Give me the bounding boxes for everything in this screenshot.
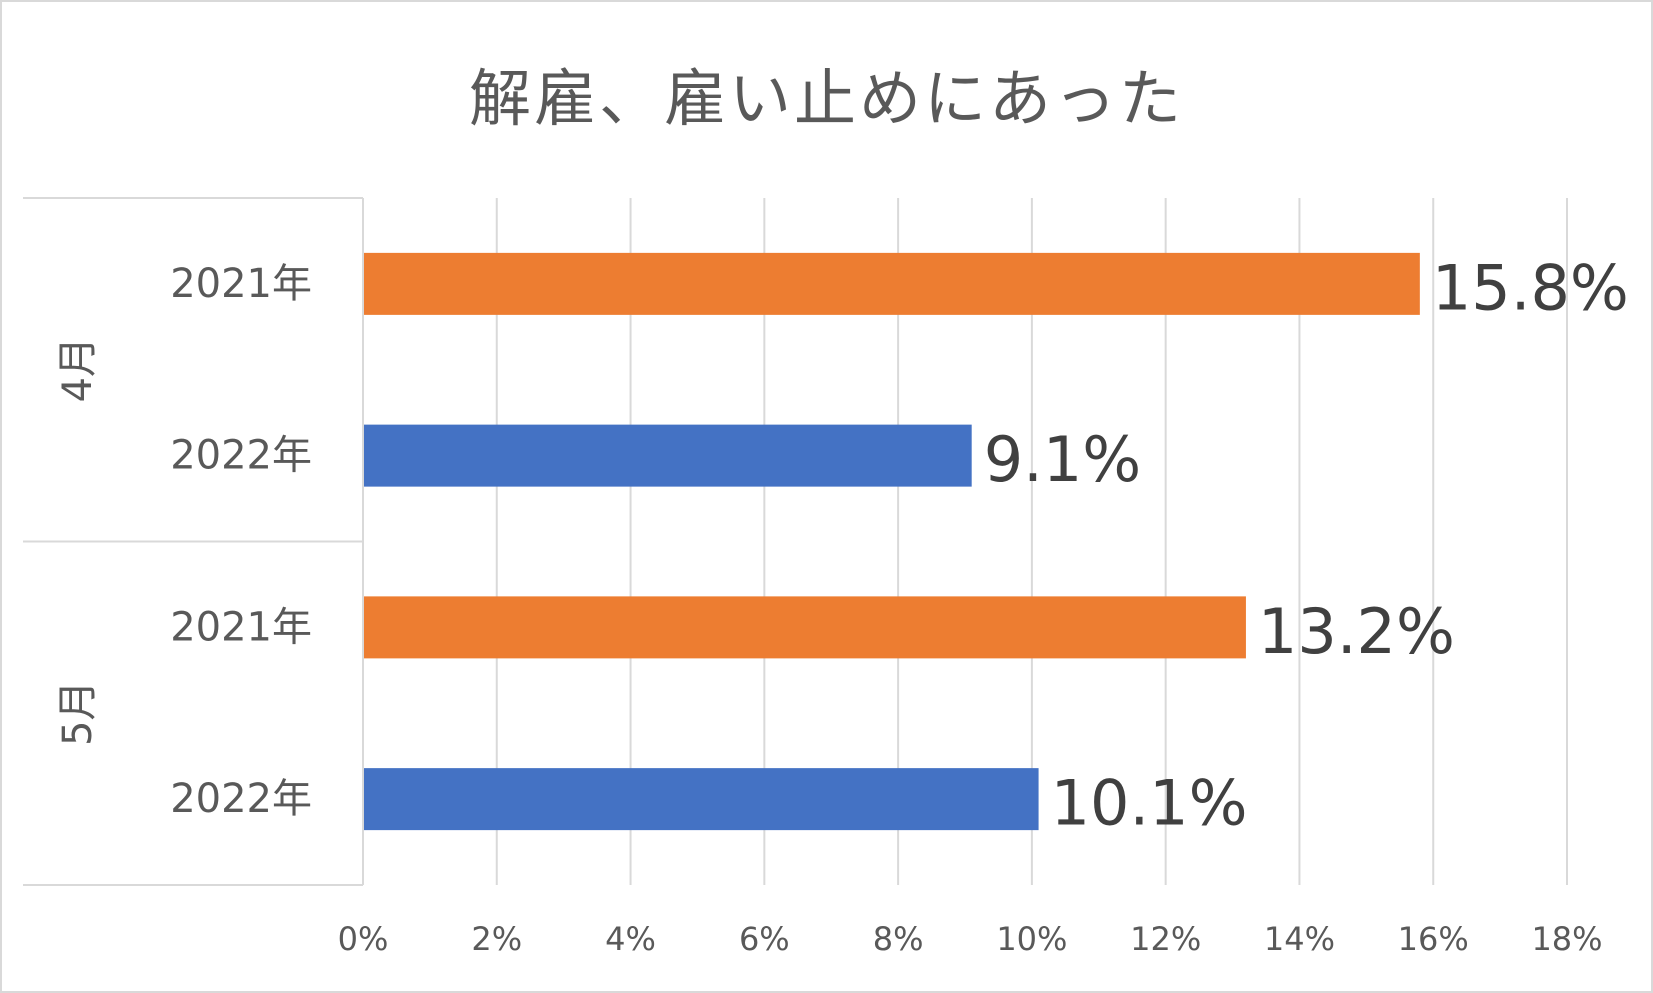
chart-title: 解雇、雇い止めにあった (468, 62, 1184, 135)
x-tick-label: 8% (873, 920, 924, 958)
group-label: 4月 (55, 337, 101, 402)
x-tick-label: 16% (1398, 920, 1469, 958)
x-tick-label: 6% (739, 920, 790, 958)
x-tick-label: 0% (338, 920, 389, 958)
category-label: 2021年 (170, 604, 312, 650)
group-label: 5月 (55, 681, 101, 746)
category-label: 2021年 (170, 261, 312, 307)
bar (364, 424, 972, 487)
category-label: 2022年 (170, 776, 312, 822)
data-label: 13.2% (1258, 595, 1455, 668)
bar (364, 768, 1039, 831)
x-tick-label: 2% (471, 920, 522, 958)
data-label: 15.8% (1432, 251, 1629, 324)
x-tick-label: 10% (996, 920, 1067, 958)
category-label: 2022年 (170, 433, 312, 479)
data-label: 9.1% (984, 423, 1142, 496)
x-tick-label: 18% (1531, 920, 1602, 958)
bar (364, 252, 1420, 315)
x-tick-label: 4% (605, 920, 656, 958)
data-label: 10.1% (1051, 767, 1248, 840)
bar (364, 596, 1246, 659)
x-tick-label: 14% (1264, 920, 1335, 958)
x-tick-label: 12% (1130, 920, 1201, 958)
